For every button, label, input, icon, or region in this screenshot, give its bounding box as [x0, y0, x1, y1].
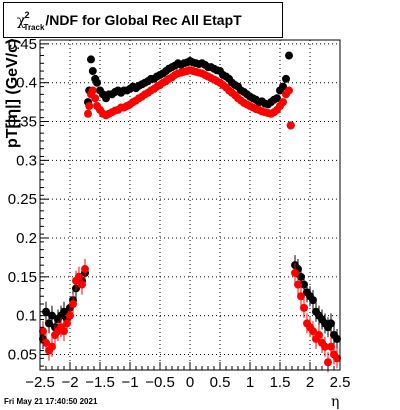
data-point: [327, 319, 335, 328]
data-point: [91, 94, 100, 103]
data-point: [42, 338, 50, 347]
data-point: [294, 280, 302, 289]
tick-labels: −2.5 −2 −1.5 −1 −0.5 0 0.5 1 1.5 2 2.5 0.05 0.1 0.15 0…: [8, 36, 351, 391]
data-point: [88, 67, 97, 76]
chi-superscript: 2: [24, 10, 30, 20]
data-point: [85, 102, 94, 110]
chi-symbol: χ: [17, 13, 26, 29]
data-point: [45, 319, 53, 328]
title-rest: /NDF for Global Rec All EtapT: [45, 12, 242, 28]
data-point: [75, 272, 83, 281]
data-point: [69, 300, 77, 308]
data-point: [87, 55, 95, 64]
data-point: [48, 342, 56, 351]
y-tick-label: 0.4: [16, 75, 37, 92]
data-points: [39, 51, 341, 373]
data-point: [285, 86, 293, 95]
data-point: [309, 327, 317, 336]
data-point: [93, 78, 101, 87]
y-axis-title: pT[|η|] (GeV/c): [4, 38, 21, 148]
data-point: [273, 94, 281, 103]
data-point: [39, 327, 47, 336]
data-point: [279, 82, 287, 91]
x-tick-label: −1.5: [85, 374, 115, 391]
data-point: [60, 327, 68, 336]
data-point: [81, 265, 89, 274]
y-tick-label: 0.2: [16, 230, 37, 247]
x-tick-label: 0: [186, 374, 194, 391]
x-tick-label: 1.5: [270, 374, 291, 391]
data-point: [291, 268, 299, 277]
y-tick-label: 0.05: [8, 346, 37, 363]
x-axis-title: η: [331, 394, 340, 410]
data-point: [63, 319, 71, 328]
data-point: [60, 307, 68, 316]
chart-title-box: χ2 Track/NDF for Global Rec All EtapT: [3, 2, 283, 38]
data-point: [309, 296, 317, 305]
y-tick-label: 0.25: [8, 191, 37, 208]
data-point: [333, 334, 341, 343]
data-point: [324, 358, 332, 367]
data-point: [84, 109, 92, 118]
x-tick-label: −1: [121, 374, 138, 391]
x-tick-label: 2.5: [330, 374, 351, 391]
data-point: [285, 51, 293, 60]
data-point: [300, 280, 308, 289]
data-point: [42, 307, 50, 316]
data-point: [327, 342, 335, 351]
data-point: [88, 86, 97, 95]
data-point: [315, 331, 323, 340]
data-point: [279, 98, 287, 107]
x-tick-label: −0.5: [145, 374, 175, 391]
data-point: [300, 303, 308, 312]
y-tick-label: 0.35: [8, 114, 37, 131]
data-point: [297, 292, 305, 301]
x-tick-label: −2: [61, 374, 78, 391]
data-point: [282, 74, 290, 83]
footer-timestamp: Fri May 21 17:40:50 2021: [4, 397, 98, 406]
data-point: [78, 280, 86, 289]
y-tick-label: 0.1: [16, 308, 37, 325]
data-point: [297, 272, 305, 281]
data-point: [321, 342, 329, 351]
data-point: [286, 121, 295, 130]
y-tick-label: 0.3: [16, 152, 37, 169]
x-tick-label: 1: [246, 374, 254, 391]
data-point: [48, 311, 56, 320]
data-point: [66, 311, 74, 320]
x-tick-label: −2.5: [25, 374, 55, 391]
chi-subscript: Track: [23, 23, 45, 32]
grid-lines: [40, 40, 340, 370]
x-tick-label: 2: [306, 374, 314, 391]
data-point: [333, 354, 341, 363]
chart-title: χ2 Track/NDF for Global Rec All EtapT: [17, 10, 242, 32]
y-tick-label: 0.15: [8, 269, 37, 286]
axis-ticks: [39, 43, 341, 370]
y-tick-label: 0.45: [8, 36, 37, 53]
x-tick-label: 0.5: [210, 374, 231, 391]
